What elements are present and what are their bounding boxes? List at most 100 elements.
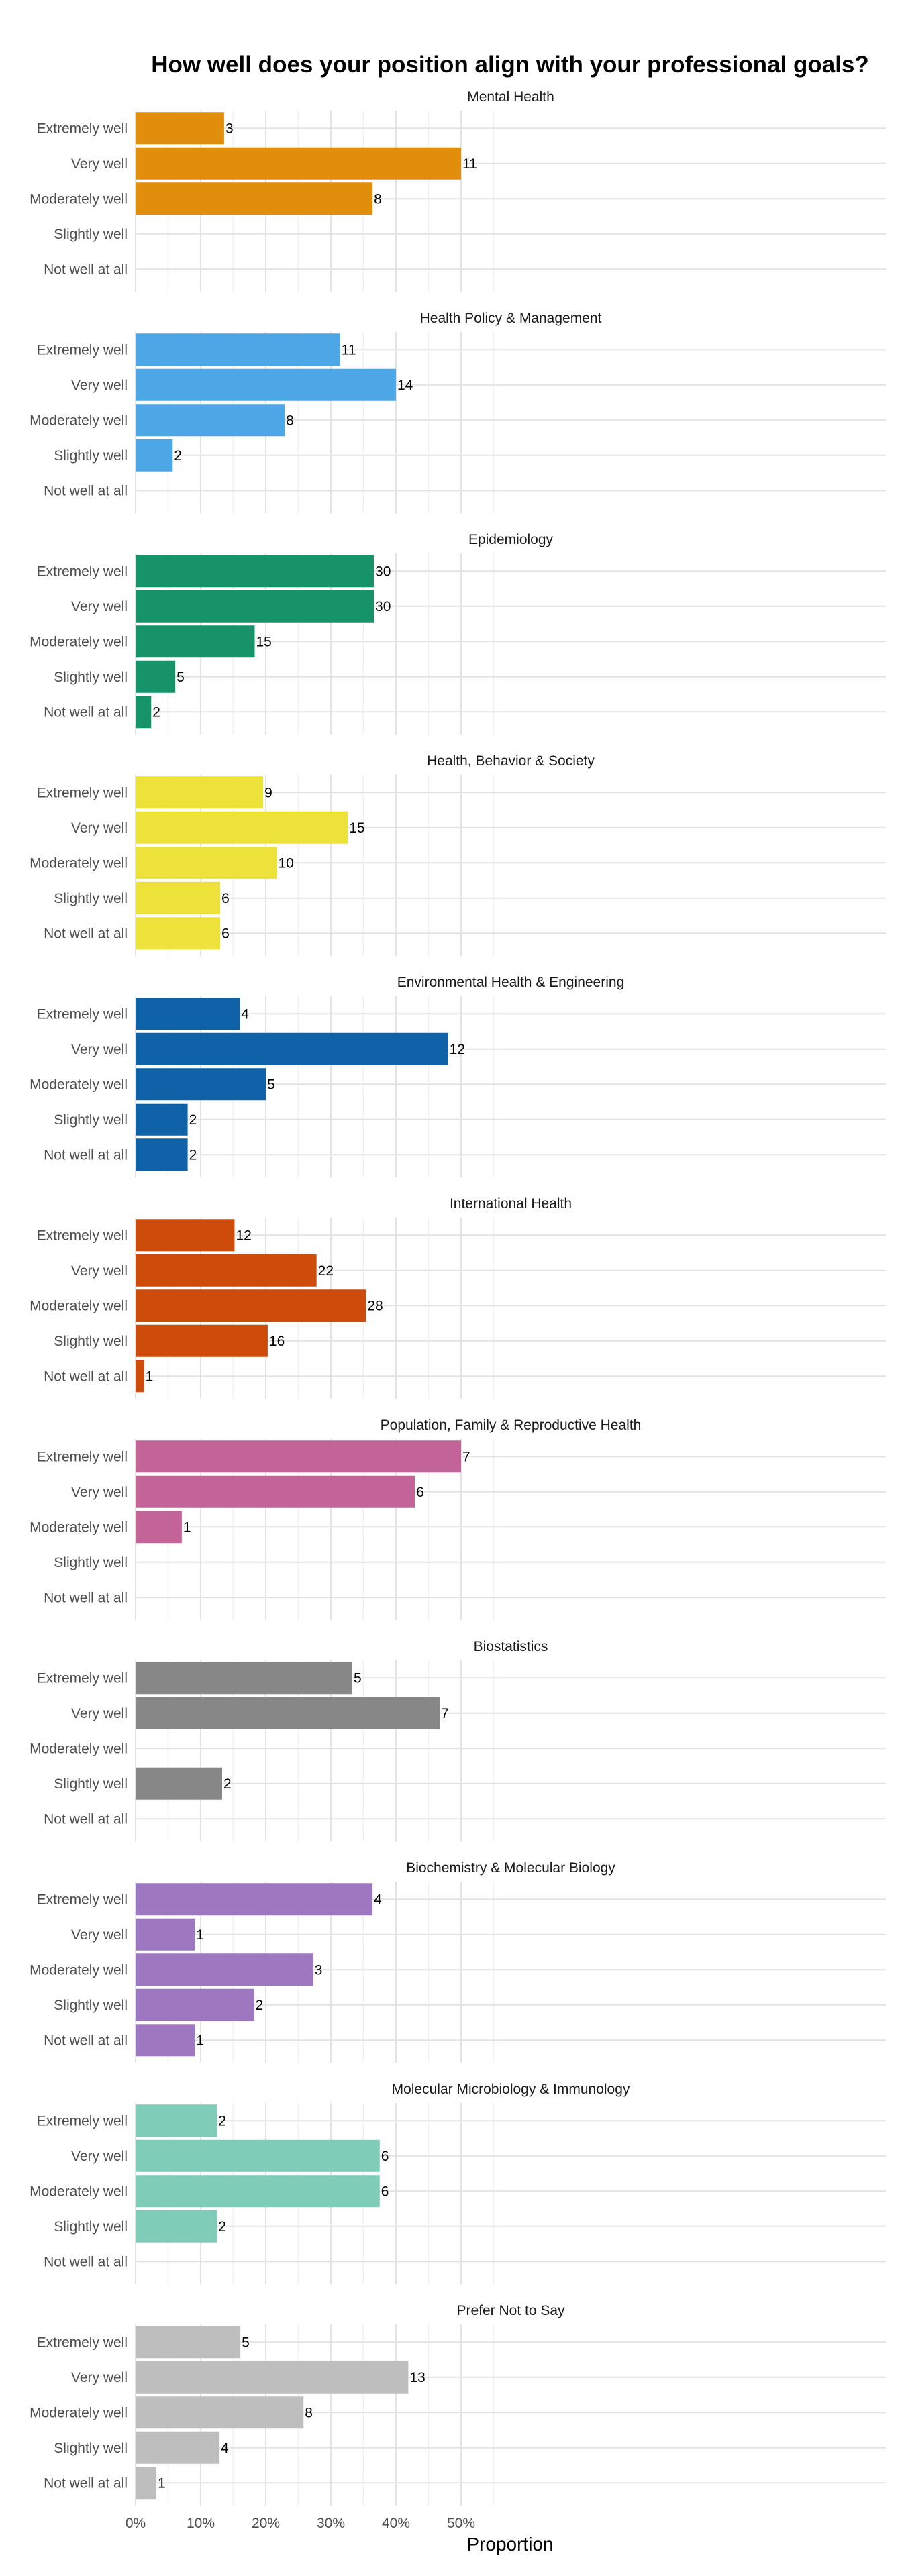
bar-value-label: 10 bbox=[278, 855, 293, 871]
facet-title: Prefer Not to Say bbox=[456, 2303, 565, 2318]
category-label: Very well bbox=[71, 1042, 128, 1057]
facet-panel: Biochemistry & Molecular Biology Extremel… bbox=[30, 1860, 886, 2063]
bar bbox=[136, 1918, 195, 1951]
category-label: Not well at all bbox=[44, 1368, 128, 1384]
category-label: Extremely well bbox=[37, 2334, 128, 2350]
bar-value-label: 1 bbox=[158, 2475, 166, 2491]
category-label: Slightly well bbox=[54, 227, 128, 242]
bar bbox=[136, 811, 348, 844]
bar-value-label: 2 bbox=[218, 2219, 226, 2235]
facet-panel: Health, Behavior & Society Extremely well… bbox=[30, 753, 886, 956]
facet-title: International Health bbox=[450, 1196, 572, 1212]
bar bbox=[136, 404, 285, 437]
category-label: Moderately well bbox=[30, 855, 128, 871]
facet-title: Environmental Health & Engineering bbox=[397, 975, 625, 990]
bar-value-label: 6 bbox=[416, 1485, 424, 1500]
bar bbox=[136, 1511, 182, 1544]
category-label: Moderately well bbox=[30, 413, 128, 428]
x-tick-label: 20% bbox=[252, 2516, 280, 2531]
bar bbox=[136, 2467, 157, 2500]
bar-value-label: 7 bbox=[462, 1449, 470, 1464]
category-label: Very well bbox=[71, 1263, 128, 1279]
category-label: Moderately well bbox=[30, 2405, 128, 2420]
bar bbox=[136, 1138, 188, 1171]
category-label: Slightly well bbox=[54, 1555, 128, 1570]
bar bbox=[136, 660, 176, 693]
bar bbox=[136, 1440, 461, 1473]
bar bbox=[136, 2326, 241, 2359]
bar-value-label: 5 bbox=[242, 2334, 250, 2350]
category-label: Slightly well bbox=[54, 669, 128, 685]
bar bbox=[136, 2104, 217, 2137]
facet-panel: Epidemiology Extremely well 30 Very well 30 M… bbox=[30, 532, 886, 735]
category-label: Very well bbox=[71, 1927, 128, 1943]
facet-title: Mental Health bbox=[467, 89, 554, 105]
bar-value-label: 2 bbox=[189, 1147, 197, 1163]
bar-value-label: 4 bbox=[241, 1006, 249, 1022]
category-label: Extremely well bbox=[37, 121, 128, 136]
category-label: Very well bbox=[71, 820, 128, 836]
facet-panel: Environmental Health & Engineering Extrem… bbox=[30, 975, 886, 1177]
bar-value-label: 8 bbox=[374, 191, 382, 207]
category-label: Very well bbox=[71, 156, 128, 172]
bar bbox=[136, 881, 221, 914]
category-label: Slightly well bbox=[54, 891, 128, 906]
bar bbox=[136, 2431, 220, 2464]
category-label: Extremely well bbox=[37, 1228, 128, 1243]
facet-panel: Molecular Microbiology & Immunology Extre… bbox=[30, 2082, 886, 2284]
bar-value-label: 1 bbox=[183, 1519, 191, 1535]
category-label: Extremely well bbox=[37, 1670, 128, 1686]
bar-value-label: 4 bbox=[374, 1892, 382, 1907]
bar-value-label: 6 bbox=[381, 2184, 389, 2199]
category-label: Extremely well bbox=[37, 342, 128, 358]
category-label: Very well bbox=[71, 1485, 128, 1500]
bar-value-label: 1 bbox=[196, 1927, 204, 1943]
facet-panel: Biostatistics Extremely well 5 Very well 7 Mo… bbox=[30, 1639, 886, 1841]
bar bbox=[136, 1068, 266, 1101]
category-label: Extremely well bbox=[37, 785, 128, 800]
category-label: Very well bbox=[71, 378, 128, 393]
bar bbox=[136, 1988, 254, 2021]
bar bbox=[136, 776, 264, 809]
bar bbox=[136, 182, 373, 215]
x-tick-label: 0% bbox=[126, 2516, 146, 2531]
category-label: Very well bbox=[71, 1706, 128, 1721]
bar-value-label: 13 bbox=[409, 2370, 425, 2385]
facet-title: Biostatistics bbox=[474, 1639, 548, 1654]
bar-value-label: 1 bbox=[146, 1368, 154, 1384]
bar-value-label: 2 bbox=[218, 2113, 226, 2129]
category-label: Extremely well bbox=[37, 564, 128, 579]
bar-value-label: 16 bbox=[269, 1334, 285, 1349]
facet-title: Biochemistry & Molecular Biology bbox=[406, 1860, 615, 1876]
category-label: Not well at all bbox=[44, 1811, 128, 1827]
category-label: Slightly well bbox=[54, 2440, 128, 2456]
facet-panel: Population, Family & Reproductive Health… bbox=[30, 1417, 886, 1620]
bar-value-label: 15 bbox=[256, 634, 272, 649]
category-label: Not well at all bbox=[44, 704, 128, 720]
chart-title: How well does your position align with y… bbox=[151, 52, 869, 78]
category-label: Moderately well bbox=[30, 1962, 128, 1978]
bar bbox=[136, 2024, 195, 2057]
category-label: Not well at all bbox=[44, 926, 128, 941]
bar-value-label: 12 bbox=[236, 1228, 251, 1243]
facet-title: Health Policy & Management bbox=[420, 311, 602, 326]
bar bbox=[136, 1767, 223, 1800]
facet-panel: International Health Extremely well 12 Very… bbox=[30, 1196, 886, 1399]
x-tick-label: 10% bbox=[187, 2516, 215, 2531]
category-label: Slightly well bbox=[54, 1334, 128, 1349]
category-label: Slightly well bbox=[54, 1112, 128, 1128]
bar bbox=[136, 2210, 217, 2243]
bar bbox=[136, 998, 240, 1030]
bar-value-label: 5 bbox=[177, 669, 185, 685]
bar bbox=[136, 1103, 188, 1136]
bar bbox=[136, 1254, 317, 1287]
category-label: Moderately well bbox=[30, 1298, 128, 1313]
category-label: Moderately well bbox=[30, 1519, 128, 1535]
category-label: Very well bbox=[71, 2370, 128, 2385]
facet-title: Molecular Microbiology & Immunology bbox=[392, 2082, 630, 2097]
x-tick-label: 40% bbox=[382, 2516, 410, 2531]
bar bbox=[136, 696, 152, 729]
bar bbox=[136, 625, 255, 658]
